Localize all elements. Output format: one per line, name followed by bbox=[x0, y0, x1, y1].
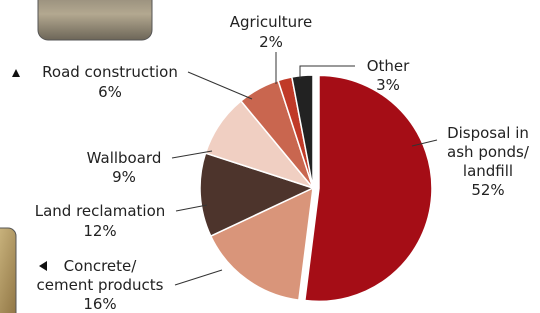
category-label: Disposal in ash ponds/ landfill bbox=[433, 124, 540, 181]
chart: Disposal in ash ponds/ landfill52% Concre… bbox=[0, 0, 540, 313]
category-label: Road construction bbox=[35, 63, 185, 82]
category-label: Land reclamation bbox=[20, 202, 180, 221]
category-label: Agriculture bbox=[221, 13, 321, 32]
leader-line bbox=[175, 270, 222, 285]
pointer-triangle bbox=[12, 69, 20, 77]
photo bbox=[38, 0, 152, 40]
value-label: 52% bbox=[458, 181, 518, 200]
value-label: 6% bbox=[80, 83, 140, 102]
value-label: 3% bbox=[358, 76, 418, 95]
value-label: 16% bbox=[70, 295, 130, 313]
leader-line bbox=[188, 72, 252, 99]
category-label: Other bbox=[358, 57, 418, 76]
category-label: Concrete/ cement products bbox=[30, 257, 170, 295]
value-label: 2% bbox=[241, 33, 301, 52]
category-label: Wallboard bbox=[74, 149, 174, 168]
value-label: 9% bbox=[94, 168, 154, 187]
pie-slice bbox=[305, 75, 432, 301]
value-label: 12% bbox=[70, 222, 130, 241]
photo bbox=[0, 228, 16, 313]
